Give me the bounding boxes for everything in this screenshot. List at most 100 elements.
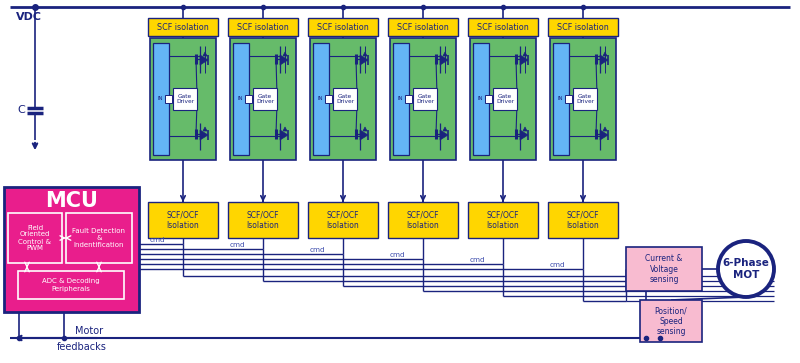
Polygon shape [280, 55, 288, 65]
Bar [405, 95, 412, 103]
Text: Gate
Driver: Gate Driver [336, 94, 354, 105]
Text: SCF/OCF: SCF/OCF [566, 211, 599, 220]
Polygon shape [440, 130, 448, 140]
Bar [165, 95, 172, 103]
Bar [548, 18, 618, 36]
Bar [313, 43, 329, 155]
Polygon shape [520, 55, 528, 65]
Bar [66, 213, 132, 263]
Text: IN: IN [318, 97, 323, 102]
Text: Position/
Speed
sensing: Position/ Speed sensing [654, 306, 687, 336]
Text: Gate
Driver: Gate Driver [576, 94, 594, 105]
Text: cmd: cmd [470, 257, 486, 263]
Polygon shape [203, 52, 207, 56]
Text: Gate
Driver: Gate Driver [496, 94, 514, 105]
Polygon shape [200, 130, 208, 140]
Bar [548, 202, 618, 238]
Bar [485, 95, 492, 103]
Text: SCF isolation: SCF isolation [317, 23, 369, 32]
Text: SCF isolation: SCF isolation [477, 23, 529, 32]
Text: cmd: cmd [230, 242, 246, 248]
Bar [4, 187, 139, 312]
Bar [333, 88, 357, 110]
Circle shape [718, 241, 774, 297]
Text: SCF isolation: SCF isolation [157, 23, 209, 32]
Bar [228, 18, 298, 36]
Polygon shape [203, 127, 207, 131]
Bar [390, 38, 456, 160]
Bar [388, 18, 458, 36]
Text: SCF/OCF: SCF/OCF [326, 211, 359, 220]
Polygon shape [603, 52, 607, 56]
Text: cmd: cmd [390, 252, 406, 258]
Text: Gate
Driver: Gate Driver [416, 94, 434, 105]
Bar [470, 38, 536, 160]
Text: IN: IN [238, 97, 243, 102]
Polygon shape [603, 127, 607, 131]
Polygon shape [283, 52, 287, 56]
Text: Isolation: Isolation [326, 221, 359, 231]
Text: Current &
Voltage
sensing: Current & Voltage sensing [646, 254, 682, 284]
Bar [468, 202, 538, 238]
Text: Gate
Driver: Gate Driver [176, 94, 194, 105]
Text: Gate
Driver: Gate Driver [256, 94, 274, 105]
Text: Motor: Motor [75, 326, 103, 336]
Text: IN: IN [398, 97, 403, 102]
Bar [233, 43, 249, 155]
Text: IN: IN [558, 97, 563, 102]
Text: Field
Oriented
Control &
PWM: Field Oriented Control & PWM [18, 224, 51, 252]
Text: Isolation: Isolation [486, 221, 519, 231]
Polygon shape [360, 55, 368, 65]
Polygon shape [523, 127, 527, 131]
Text: IN: IN [478, 97, 483, 102]
Text: SCF/OCF: SCF/OCF [166, 211, 199, 220]
Text: C: C [17, 105, 25, 115]
Text: Isolation: Isolation [246, 221, 279, 231]
Bar [308, 18, 378, 36]
Polygon shape [520, 130, 528, 140]
Text: cmd: cmd [550, 262, 566, 268]
Bar [230, 38, 296, 160]
Bar [468, 18, 538, 36]
Text: ADC & Decoding
Peripherals: ADC & Decoding Peripherals [42, 278, 100, 291]
Bar [550, 38, 616, 160]
Bar [393, 43, 409, 155]
Text: SCF isolation: SCF isolation [397, 23, 449, 32]
Bar [228, 202, 298, 238]
Text: 6-Phase
MOT: 6-Phase MOT [722, 258, 770, 280]
Bar [473, 43, 489, 155]
Bar [153, 43, 169, 155]
Text: Isolation: Isolation [406, 221, 439, 231]
Polygon shape [600, 55, 608, 65]
Bar [150, 38, 216, 160]
Text: cmd: cmd [150, 237, 166, 243]
Bar [325, 95, 332, 103]
Bar [173, 88, 197, 110]
Text: IN: IN [158, 97, 163, 102]
Bar [553, 43, 569, 155]
Polygon shape [200, 55, 208, 65]
Polygon shape [443, 127, 447, 131]
Bar [388, 202, 458, 238]
Bar [308, 202, 378, 238]
Polygon shape [443, 52, 447, 56]
Text: SCF/OCF: SCF/OCF [406, 211, 439, 220]
Polygon shape [280, 130, 288, 140]
Text: cmd: cmd [310, 247, 326, 253]
Polygon shape [523, 52, 527, 56]
Bar [310, 38, 376, 160]
Polygon shape [440, 55, 448, 65]
Text: SCF isolation: SCF isolation [557, 23, 609, 32]
Bar [253, 88, 277, 110]
Polygon shape [283, 127, 287, 131]
Text: MCU: MCU [45, 191, 98, 211]
Text: Fault Detection
&
Indentification: Fault Detection & Indentification [73, 228, 126, 248]
Polygon shape [600, 130, 608, 140]
Text: SCF isolation: SCF isolation [237, 23, 289, 32]
Bar [148, 18, 218, 36]
Bar [148, 202, 218, 238]
Text: VDC: VDC [16, 12, 42, 22]
Text: Isolation: Isolation [166, 221, 199, 231]
Bar [640, 300, 702, 342]
Polygon shape [360, 130, 368, 140]
